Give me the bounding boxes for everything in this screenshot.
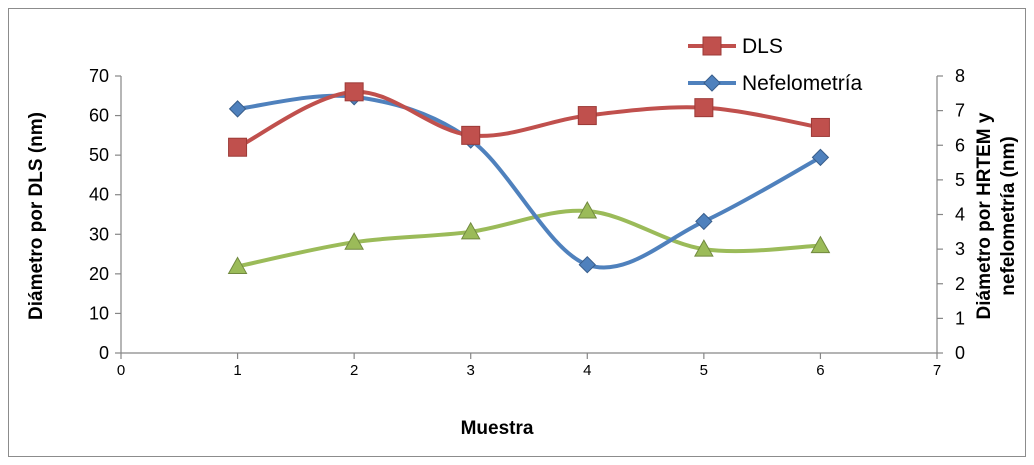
data-point-series-2 [460, 221, 481, 240]
left-y-tick-label: 70 [89, 66, 109, 86]
data-point-nefelometr-a [228, 100, 247, 118]
right-y-axis-title-line-2: nefelometría (nm) [998, 136, 1019, 295]
x-tick-label: 5 [700, 362, 708, 379]
left-y-tick-label: 10 [89, 303, 109, 323]
x-tick-label: 7 [933, 362, 941, 379]
right-y-tick-label: 0 [955, 343, 965, 363]
right-y-axis-title-line-1: Diámetro por HRTEM y [974, 112, 995, 319]
data-point-nefelometr-a [695, 212, 713, 231]
x-tick-label: 2 [350, 362, 358, 379]
data-point-series-2 [577, 201, 598, 219]
x-tick-label: 0 [117, 362, 125, 379]
data-point-nefelometr-a [811, 148, 830, 167]
data-point-nefelometr-a [578, 255, 596, 274]
x-axis-title: Muestra [461, 418, 534, 439]
series-line-nefelometr-a [235, 93, 823, 270]
data-point-series-2 [810, 235, 831, 254]
legend: DLS Nefelometría [688, 35, 863, 95]
right-y-tick-label: 7 [955, 101, 965, 121]
left-y-tick-label: 30 [89, 224, 109, 244]
ticks: 0 10 20 30 40 50 60 70 0 1 2 3 4 5 6 7 8 0 1 2 3 4 5 6 7 [89, 66, 965, 379]
legend-entry-nefelometria: Nefelometría [688, 72, 863, 95]
data-point-series-2 [344, 232, 364, 250]
data-point-dls [461, 125, 481, 145]
data-point-dls [228, 137, 248, 157]
legend-marker-dls [702, 36, 722, 56]
left-y-tick-label: 0 [99, 343, 109, 363]
left-y-axis-title: Diámetro por DLS (nm) [26, 112, 47, 320]
data-point-dls [577, 106, 597, 126]
right-y-tick-label: 6 [955, 135, 965, 155]
right-y-tick-label: 3 [955, 239, 965, 259]
left-y-tick-label: 60 [89, 106, 109, 126]
x-tick-label: 4 [583, 362, 591, 379]
right-y-tick-label: 1 [955, 308, 965, 328]
right-y-tick-label: 4 [955, 205, 965, 225]
x-tick-label: 3 [467, 362, 475, 379]
right-y-tick-label: 8 [955, 66, 965, 86]
axis-titles: Muestra Diámetro por DLS (nm) Diámetro p… [26, 112, 1019, 439]
legend-marker-nefelometria [703, 74, 721, 92]
chart-frame [8, 8, 1026, 457]
left-y-tick-label: 50 [89, 145, 109, 165]
x-tick-label: 6 [816, 362, 824, 379]
left-y-tick-label: 40 [89, 185, 109, 205]
x-tick-label: 1 [233, 362, 241, 379]
series-line-series-2 [235, 208, 823, 269]
data-point-dls [344, 82, 364, 102]
legend-label-dls: DLS [742, 35, 783, 58]
legend-entry-dls: DLS [688, 35, 783, 58]
data-point-series-2 [694, 239, 714, 257]
series-markers [227, 82, 831, 274]
data-point-dls [694, 98, 714, 118]
legend-label-nefelometria: Nefelometría [742, 72, 863, 95]
data-point-series-2 [227, 256, 248, 274]
right-y-tick-label: 5 [955, 170, 965, 190]
series-line-dls [235, 89, 823, 150]
axes [120, 76, 938, 354]
right-y-tick-label: 2 [955, 274, 965, 294]
left-y-tick-label: 20 [89, 264, 109, 284]
data-point-dls [810, 117, 830, 137]
series-lines [235, 89, 823, 270]
